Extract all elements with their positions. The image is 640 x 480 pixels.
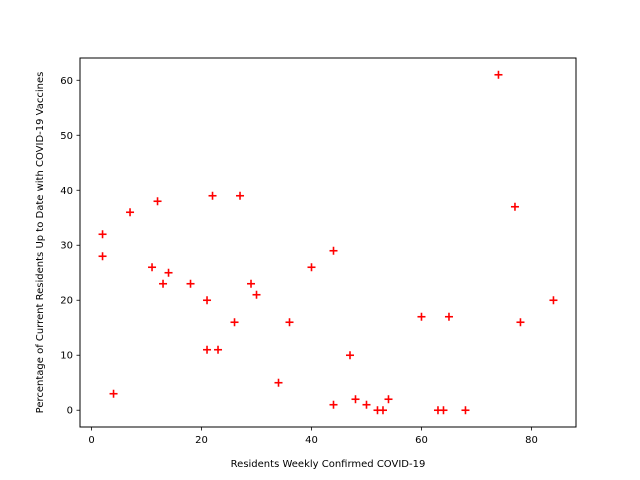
data-point — [153, 197, 162, 206]
data-point — [444, 312, 453, 321]
data-point — [109, 389, 118, 398]
data-point — [148, 263, 157, 272]
data-point — [274, 378, 283, 387]
data-point — [285, 318, 294, 327]
plot-frame — [79, 57, 577, 428]
y-axis-label: Percentage of Current Residents Up to Da… — [35, 72, 46, 414]
data-point — [345, 351, 354, 360]
y-tick-label: 60 — [60, 76, 73, 87]
data-point — [214, 345, 223, 354]
y-axis-ticks: 0 10 20 30 40 50 60 — [60, 76, 80, 417]
y-tick-label: 50 — [60, 131, 73, 142]
x-tick-label: 20 — [195, 435, 208, 446]
data-point — [329, 400, 338, 409]
data-point — [384, 395, 393, 404]
data-point — [378, 406, 387, 415]
data-point — [252, 290, 261, 299]
data-point — [208, 191, 217, 200]
x-axis-label: Residents Weekly Confirmed COVID-19 — [231, 459, 426, 470]
data-point — [307, 263, 316, 272]
x-axis-ticks: 0 20 40 60 80 — [88, 427, 538, 446]
x-tick-label: 40 — [305, 435, 318, 446]
data-point — [236, 191, 245, 200]
data-point — [516, 318, 525, 327]
data-point — [98, 230, 107, 239]
data-point — [351, 395, 360, 404]
data-point — [159, 279, 168, 288]
data-point — [98, 252, 107, 261]
data-point — [510, 202, 519, 211]
data-point — [203, 345, 212, 354]
data-point — [186, 279, 195, 288]
data-point — [230, 318, 239, 327]
x-tick-label: 80 — [525, 435, 538, 446]
x-tick-label: 0 — [88, 435, 94, 446]
data-point — [494, 70, 503, 79]
data-point — [329, 246, 338, 255]
data-point — [126, 208, 135, 217]
data-point — [439, 406, 448, 415]
data-points — [98, 70, 558, 415]
data-point — [247, 279, 256, 288]
y-tick-label: 20 — [60, 296, 73, 307]
y-tick-label: 0 — [67, 406, 73, 417]
data-point — [203, 296, 212, 305]
data-point — [362, 400, 371, 409]
data-point — [549, 296, 558, 305]
y-tick-label: 30 — [60, 241, 73, 252]
data-point — [417, 312, 426, 321]
plot-area — [80, 58, 576, 427]
y-tick-label: 40 — [60, 186, 73, 197]
x-tick-label: 60 — [415, 435, 428, 446]
data-point — [164, 268, 173, 277]
data-point — [461, 406, 470, 415]
y-tick-label: 10 — [60, 351, 73, 362]
